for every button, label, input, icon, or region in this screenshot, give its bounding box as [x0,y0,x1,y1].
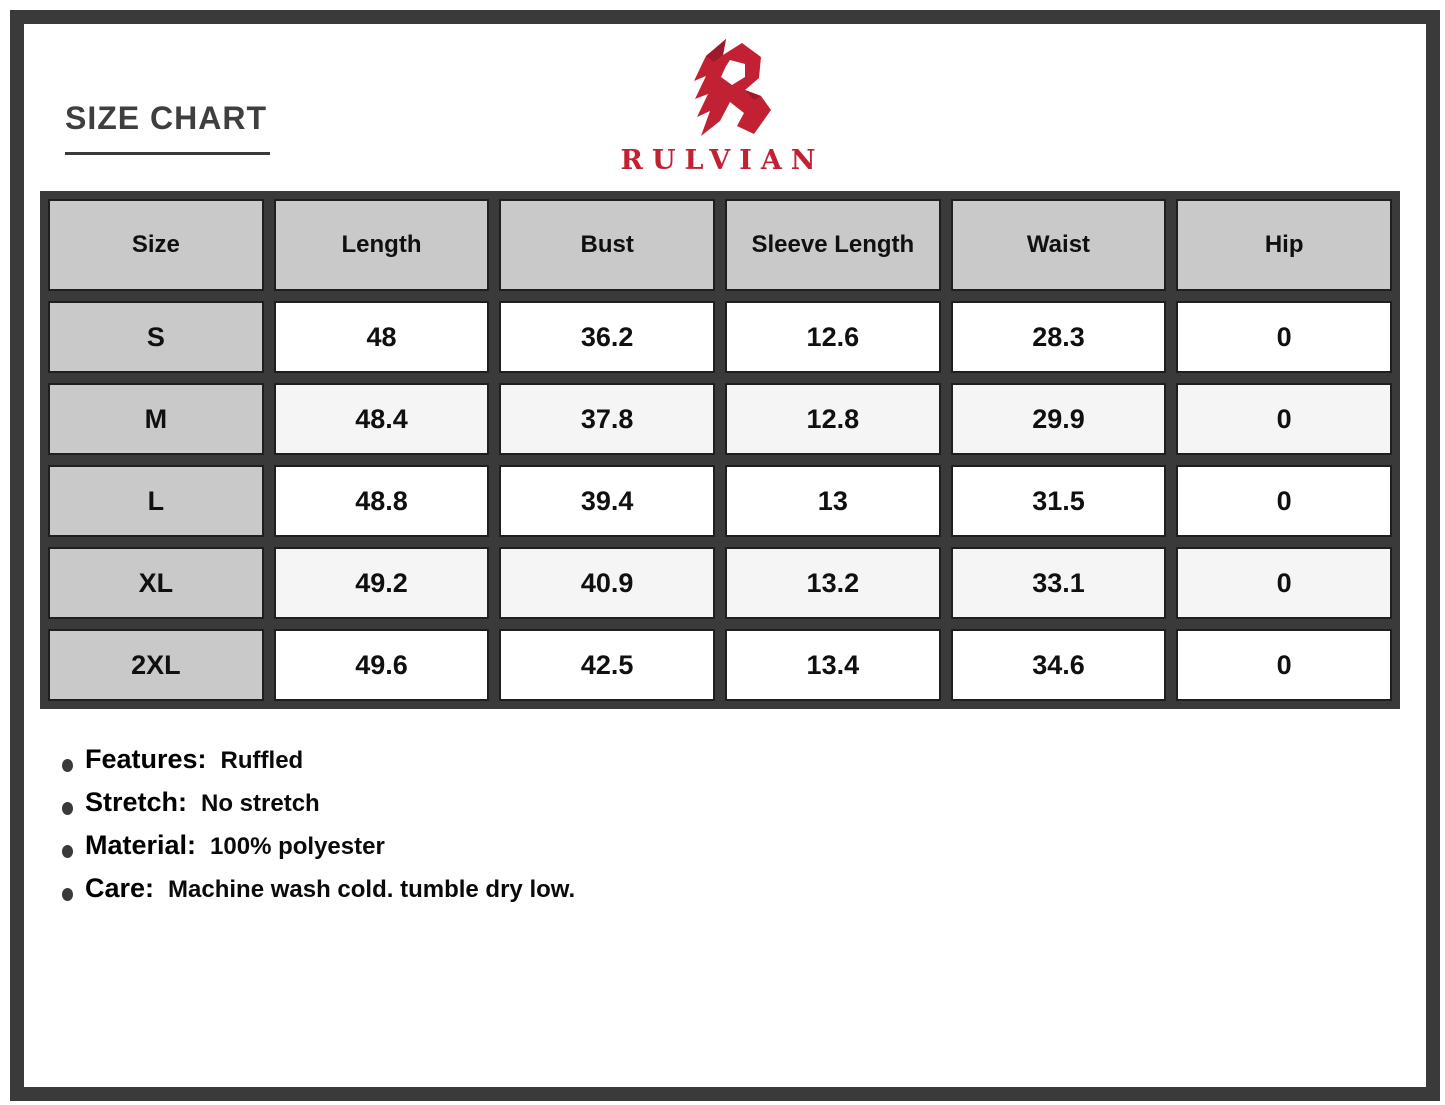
detail-item-care: Care: Machine wash cold. tumble dry low. [62,873,575,916]
table-cell: 0 [1176,547,1392,619]
col-header-sleeve-length: Sleeve Length [725,199,941,291]
table-cell: 0 [1176,465,1392,537]
detail-value: No stretch [201,790,320,817]
table-cell: 13.2 [725,547,941,619]
detail-item-stretch: Stretch: No stretch [62,787,575,830]
row-size-label: M [48,383,264,455]
title-block: SIZE CHART [65,100,270,155]
detail-label: Stretch: [85,787,188,817]
table-cell: 28.3 [950,301,1167,373]
table-cell: 0 [1176,301,1392,373]
table-cell: 13.4 [725,629,941,701]
table-cell: 49.6 [273,629,490,701]
row-size-label: 2XL [48,629,264,701]
page-title: SIZE CHART [65,100,267,136]
table-cell: 31.5 [950,465,1167,537]
col-header-hip: Hip [1176,199,1392,291]
detail-value: Machine wash cold. tumble dry low. [168,876,576,903]
bullet-icon [62,802,73,815]
table-cell: 49.2 [273,547,490,619]
table-cell: 48.4 [273,383,490,455]
detail-value: 100% polyester [210,833,385,860]
brand-logo: RULVIAN [0,34,1445,176]
col-header-bust: Bust [499,199,715,291]
detail-item-material: Material: 100% polyester [62,830,575,873]
row-size-label: S [48,301,264,373]
product-details-list: Features: Ruffled Stretch: No stretch Ma… [62,744,575,916]
col-header-size: Size [48,199,264,291]
detail-item-features: Features: Ruffled [62,744,575,787]
table-cell: 33.1 [950,547,1167,619]
row-size-label: XL [48,547,264,619]
brand-name: RULVIAN [620,145,825,176]
table-cell: 48.8 [273,465,490,537]
bullet-icon [62,845,73,858]
table-cell: 12.6 [725,301,941,373]
table-cell: 12.8 [725,383,941,455]
table-cell: 34.6 [950,629,1167,701]
table-cell: 29.9 [950,383,1167,455]
size-chart-table: Size Length Bust Sleeve Length Waist Hip… [40,191,1400,709]
row-size-label: L [48,465,264,537]
table-cell: 36.2 [499,301,715,373]
bullet-icon [62,888,73,901]
table-cell: 0 [1176,383,1392,455]
detail-label: Features: [85,744,207,774]
detail-label: Care: [85,873,155,903]
table-cell: 40.9 [499,547,715,619]
detail-value: Ruffled [220,747,304,774]
col-header-waist: Waist [950,199,1167,291]
table-cell: 13 [725,465,941,537]
table-cell: 42.5 [499,629,715,701]
table-cell: 48 [273,301,490,373]
title-underline [65,152,270,155]
table-cell: 0 [1176,629,1392,701]
col-header-length: Length [273,199,490,291]
detail-label: Material: [85,830,197,860]
table-cell: 39.4 [499,465,715,537]
bullet-icon [62,759,73,772]
brand-logo-icon [693,39,771,136]
table-cell: 37.8 [499,383,715,455]
